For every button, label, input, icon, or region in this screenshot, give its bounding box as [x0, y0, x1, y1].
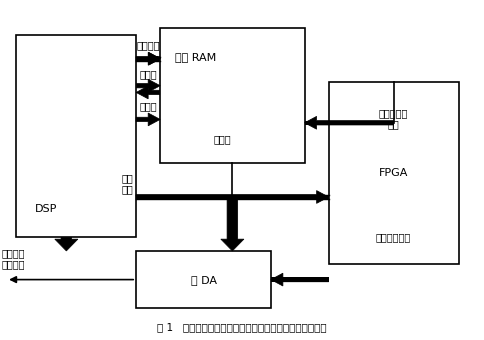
Text: 模拟回波
信号输出: 模拟回波 信号输出 — [1, 248, 25, 270]
Polygon shape — [271, 273, 329, 286]
Text: 双 DA: 双 DA — [191, 275, 216, 285]
Polygon shape — [149, 52, 161, 65]
Text: 地址线: 地址线 — [139, 101, 157, 111]
Text: 数据线: 数据线 — [213, 135, 231, 144]
Polygon shape — [136, 113, 160, 126]
Text: 双口 RAM: 双口 RAM — [175, 52, 216, 62]
Bar — [136, 57, 160, 61]
Polygon shape — [304, 116, 393, 129]
Polygon shape — [221, 197, 244, 251]
Text: FPGA: FPGA — [379, 168, 408, 179]
Bar — [160, 28, 304, 163]
Text: 图 1   多目标信号发生器产生一路回波模拟信号的结构框图: 图 1 多目标信号发生器产生一路回波模拟信号的结构框图 — [157, 322, 327, 332]
Text: 信号
控制: 信号 控制 — [122, 173, 134, 194]
Polygon shape — [136, 79, 160, 92]
Text: 地址及控制
信号: 地址及控制 信号 — [379, 108, 408, 130]
Bar — [271, 277, 329, 282]
Polygon shape — [136, 191, 329, 203]
Bar — [16, 35, 136, 237]
Bar — [329, 82, 458, 265]
Text: 数据线: 数据线 — [139, 69, 157, 79]
Polygon shape — [136, 52, 160, 65]
Bar — [136, 251, 271, 308]
Text: 控制信号: 控制信号 — [136, 40, 160, 50]
Text: DSP: DSP — [35, 204, 58, 214]
Bar — [304, 121, 393, 125]
Polygon shape — [55, 237, 78, 251]
Text: 数模转换时钟: 数模转换时钟 — [376, 232, 411, 242]
Polygon shape — [136, 86, 160, 99]
Bar — [136, 194, 329, 199]
